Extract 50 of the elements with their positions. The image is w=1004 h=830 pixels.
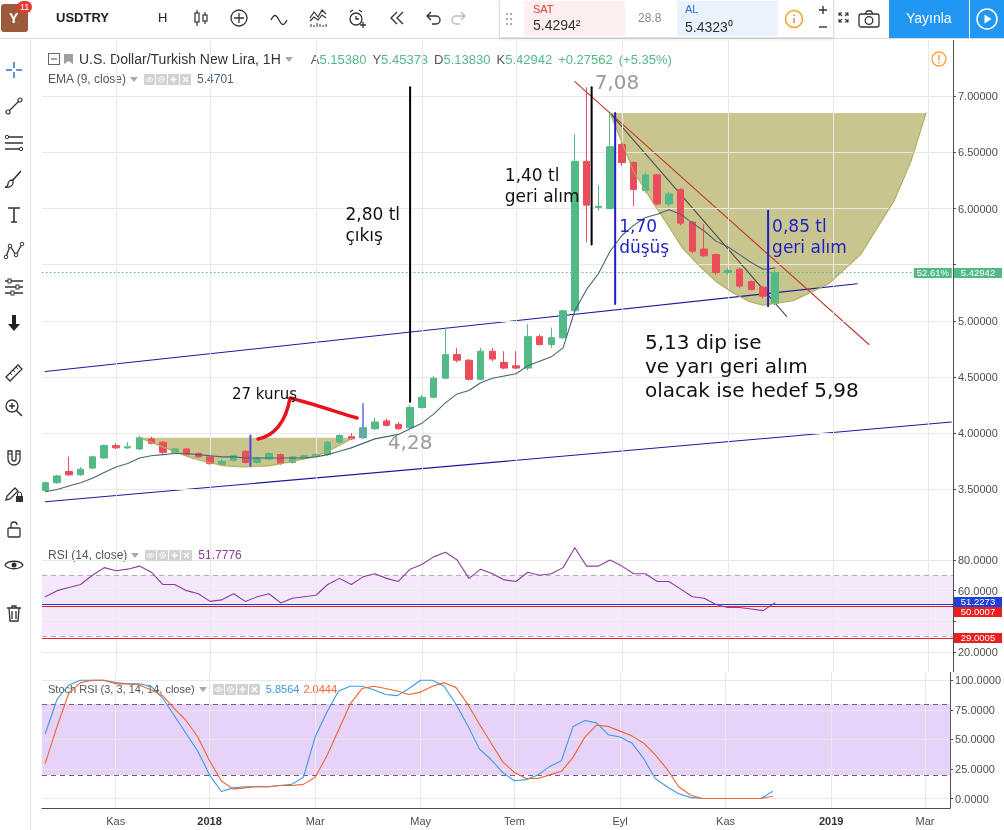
y-tick-label: 4.00000 [958, 427, 998, 440]
ref-line-label: 5.42942 [954, 266, 1002, 278]
y-tick-label: 7.00000 [958, 90, 998, 103]
text: 5.4294² [533, 17, 581, 33]
annotation: 4,28 [387, 429, 433, 454]
ref-line-label: 50.0007 [954, 605, 1002, 617]
text: USDTRY [56, 10, 109, 25]
x-tick-label: Eyl [612, 814, 628, 827]
annotation: 7,08 [594, 70, 640, 95]
x-tick-label: 2018 [197, 814, 222, 827]
y-tick-label: 6.00000 [958, 202, 998, 215]
annotation: 2.0444 [303, 683, 338, 695]
annotation: 51.7776 [198, 548, 242, 562]
annotation: 5.8564 [265, 683, 300, 695]
annotation: 5.4701 [197, 72, 234, 86]
text: 5.4323⁰ [685, 18, 733, 36]
y-tick-label: 3.50000 [958, 483, 998, 496]
y-tick-label: 80.0000 [958, 553, 998, 566]
ref-line-label: 29.0005 [954, 632, 1002, 644]
annotation: 2,80 tl çıkış [345, 204, 401, 247]
text: Yayınla [906, 10, 952, 26]
y-tick-label: 5.00000 [958, 314, 998, 327]
text: 11 [17, 1, 33, 13]
y-tick-label: 100.0000 [955, 674, 1002, 687]
x-tick-label: 2019 [818, 814, 844, 827]
y-tick-label: 20.0000 [958, 646, 998, 659]
annotation: 5,13 dip ise ve yarı geri alım olacak ise hedef 5,98 [645, 330, 859, 402]
x-tick-label: Tem [504, 814, 525, 827]
annotation: 52.61% [913, 266, 952, 278]
text: U.S. Dollar/Turkish New Lira, 1H [79, 51, 281, 67]
y-tick-label: 60.0000 [958, 584, 998, 597]
x-tick-label: Mar [915, 814, 935, 827]
x-tick-label: Mar [305, 814, 325, 827]
y-tick-label: 4.50000 [958, 371, 998, 384]
text: AL [685, 3, 699, 15]
x-tick-label: May [410, 814, 432, 827]
y-tick-label: 0.0000 [955, 792, 989, 805]
text: SAT [533, 3, 554, 15]
y-tick-label: 25.0000 [955, 762, 995, 775]
text: 28.8 [638, 11, 662, 25]
text: H [158, 10, 168, 25]
x-tick-label: Kas [716, 814, 736, 827]
ref-line-label: 51.2273 [954, 595, 1002, 607]
y-tick-label: 75.0000 [955, 703, 995, 716]
y-tick-label: 50.0000 [955, 733, 995, 746]
y-tick-label: 6.50000 [958, 146, 998, 159]
series-label: RSI (14, close) [48, 548, 128, 562]
annotation: 0,85 tl geri alım [772, 215, 847, 258]
x-tick-label: Kas [106, 814, 126, 827]
text: Y [9, 10, 19, 26]
